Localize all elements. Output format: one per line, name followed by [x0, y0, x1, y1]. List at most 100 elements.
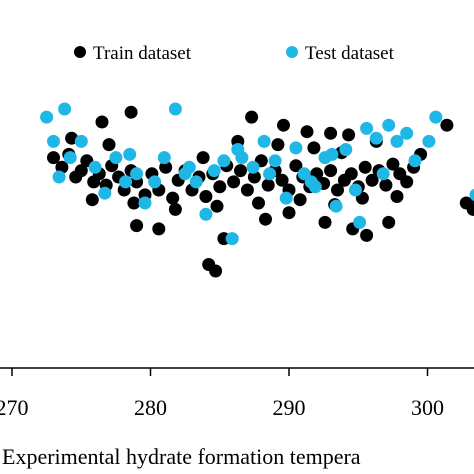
- point-train-36: [289, 159, 303, 173]
- point-train-66: [210, 199, 224, 213]
- point-test-25: [279, 191, 293, 205]
- point-train-71: [390, 190, 404, 203]
- legend-marker-test: [286, 46, 298, 58]
- point-test-31: [339, 143, 353, 156]
- point-train-4: [74, 164, 88, 178]
- point-test-16: [189, 175, 203, 189]
- point-test-18: [207, 164, 221, 178]
- point-train-52: [400, 175, 414, 189]
- point-test-37: [400, 126, 414, 140]
- point-test-9: [119, 175, 133, 189]
- point-train-79: [440, 118, 454, 132]
- legend: Train dataset Test dataset: [74, 43, 395, 64]
- point-train-83: [130, 219, 144, 233]
- point-test-5: [74, 134, 88, 148]
- point-test-46: [304, 175, 318, 189]
- point-test-22: [246, 160, 260, 174]
- legend-label-test: Test dataset: [305, 43, 395, 64]
- point-train-30: [247, 170, 261, 184]
- point-train-77: [324, 126, 338, 140]
- point-train-93: [209, 264, 223, 278]
- point-test-0: [40, 110, 54, 124]
- point-test-41: [469, 188, 474, 202]
- point-test-43: [182, 160, 196, 174]
- point-train-63: [85, 193, 99, 207]
- point-train-88: [318, 215, 332, 229]
- point-test-38: [408, 154, 422, 168]
- point-train-27: [227, 175, 241, 189]
- point-train-86: [259, 212, 272, 226]
- point-train-34: [275, 173, 289, 187]
- point-train-64: [127, 196, 141, 210]
- x-axis-ticks: 270 280 290 300: [0, 368, 444, 420]
- legend-marker-train: [74, 46, 86, 58]
- point-test-20: [225, 232, 239, 246]
- point-test-33: [360, 121, 374, 135]
- point-train-74: [245, 110, 259, 124]
- point-test-3: [58, 102, 72, 116]
- point-test-42: [123, 147, 137, 161]
- point-train-78: [342, 128, 356, 142]
- x-axis-label: Experimental hydrate formation tempera: [2, 444, 361, 469]
- point-train-17: [159, 160, 173, 174]
- point-train-42: [331, 183, 344, 197]
- point-test-35: [382, 118, 396, 132]
- point-test-30: [329, 199, 343, 213]
- point-test-11: [138, 196, 152, 210]
- x-tick-label-300: 300: [411, 395, 444, 420]
- point-train-73: [124, 105, 138, 119]
- point-test-19: [217, 154, 231, 168]
- point-train-18: [166, 191, 180, 205]
- x-tick-label-270: 270: [0, 395, 29, 420]
- point-test-45: [263, 167, 277, 181]
- point-train-72: [95, 115, 109, 129]
- x-tick-label-290: 290: [273, 395, 306, 420]
- point-test-4: [63, 151, 77, 165]
- point-train-65: [168, 202, 182, 216]
- point-train-58: [271, 138, 285, 152]
- point-test-26: [289, 141, 303, 155]
- x-tick-label-280: 280: [134, 395, 167, 420]
- point-train-67: [252, 196, 265, 210]
- point-train-46: [358, 160, 372, 174]
- point-train-82: [466, 202, 474, 216]
- point-test-14: [168, 102, 182, 116]
- point-train-68: [293, 193, 307, 207]
- point-train-91: [382, 215, 396, 229]
- point-test-49: [325, 147, 339, 161]
- point-test-34: [369, 131, 383, 145]
- plot-points: [40, 102, 474, 278]
- point-test-48: [376, 167, 390, 181]
- point-train-90: [360, 228, 374, 242]
- point-test-8: [109, 151, 123, 165]
- point-test-39: [422, 134, 436, 148]
- point-test-13: [157, 151, 171, 165]
- point-train-55: [102, 138, 116, 152]
- point-test-1: [47, 134, 60, 148]
- point-test-44: [231, 143, 245, 156]
- point-train-49: [379, 178, 393, 192]
- point-train-25: [213, 180, 227, 194]
- legend-label-train: Train dataset: [93, 43, 192, 64]
- point-test-23: [257, 134, 271, 148]
- point-train-23: [199, 190, 213, 203]
- point-test-36: [390, 134, 404, 148]
- point-train-59: [307, 141, 321, 155]
- point-train-28: [234, 164, 247, 178]
- point-train-0: [47, 151, 60, 165]
- point-test-6: [88, 160, 102, 174]
- point-train-56: [196, 151, 210, 165]
- point-train-84: [152, 222, 166, 236]
- point-train-47: [365, 173, 379, 187]
- point-test-17: [199, 207, 213, 221]
- point-train-32: [261, 178, 275, 192]
- point-test-2: [52, 170, 66, 184]
- point-train-29: [240, 183, 254, 197]
- point-train-75: [277, 118, 290, 132]
- point-test-47: [353, 215, 367, 229]
- point-train-44: [344, 167, 358, 181]
- point-test-7: [98, 186, 112, 200]
- point-train-76: [300, 125, 314, 139]
- point-test-40: [429, 110, 443, 124]
